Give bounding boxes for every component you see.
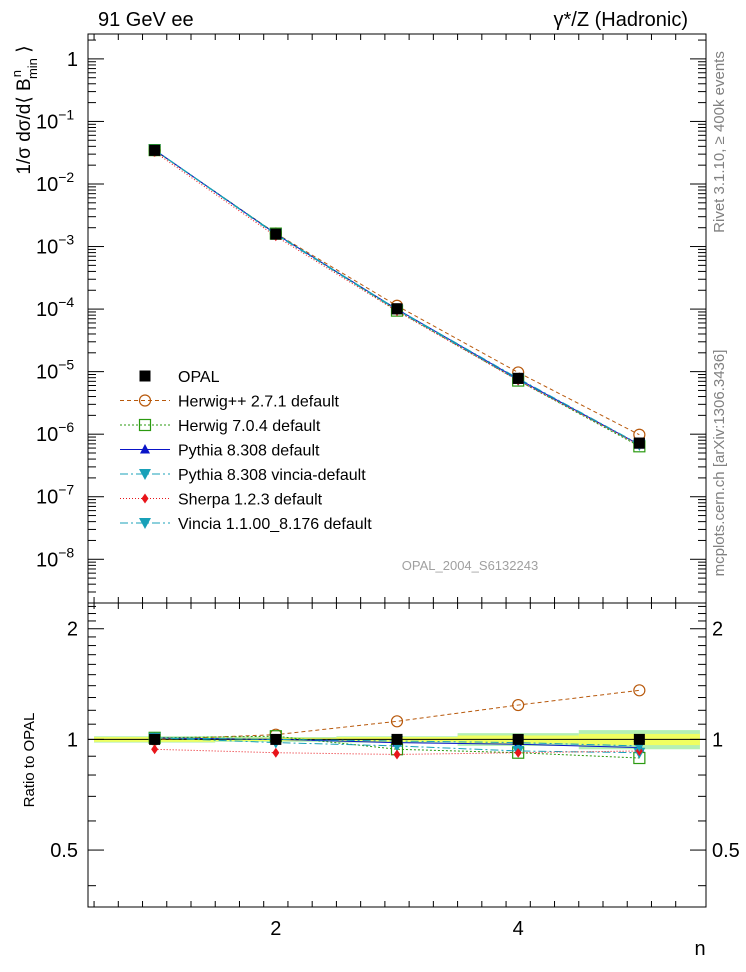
data-point [514, 747, 522, 758]
legend-label: Pythia 8.308 default [178, 443, 320, 460]
header-left: 91 GeV ee [98, 9, 194, 31]
legend-marker [138, 394, 152, 407]
legend: OPAL Herwig++ 2.7.1 default Herwig 7.0.4 d… [120, 369, 372, 533]
y-tick-label: 1 [67, 49, 78, 71]
legend-marker [140, 444, 150, 454]
y-tick-label: 2 [67, 619, 78, 641]
data-point [151, 744, 159, 755]
legend-label: Pythia 8.308 vincia-default [178, 467, 366, 484]
y-tick-label: 10−2 [36, 169, 74, 196]
x-tick-label: 4 [513, 918, 524, 940]
mcplots-label: mcplots.cern.ch [arXiv:1306.3436] [711, 350, 728, 577]
data-point [390, 715, 404, 728]
y-tick-label: 10−3 [36, 232, 74, 259]
series-line [154, 149, 640, 436]
legend-marker [138, 418, 152, 432]
legend-marker [139, 518, 151, 529]
x-axis-label: n [694, 938, 705, 960]
ratio-frame [87, 602, 707, 908]
legend-label: OPAL [178, 369, 220, 386]
y-tick-label: 0.5 [712, 840, 740, 862]
y-tick-label: 10−6 [36, 419, 74, 446]
series-line [154, 149, 640, 447]
y-tick-label: 2 [712, 619, 723, 641]
y-tick-label: 1 [67, 729, 78, 751]
y-tick-label: 10−4 [36, 294, 74, 321]
data-point [270, 228, 282, 240]
data-point [149, 733, 161, 745]
x-tick-label: 2 [270, 918, 281, 940]
data-point [391, 733, 403, 745]
data-point [391, 303, 403, 315]
data-point [512, 698, 525, 712]
y-tick-label: 0.5 [50, 840, 78, 862]
series-line [154, 689, 640, 740]
legend-marker [141, 493, 149, 504]
series-line [154, 735, 640, 759]
data-point [512, 733, 524, 745]
data-point [270, 733, 282, 745]
y-tick-label: 10−8 [36, 544, 74, 571]
header-right: γ*/Z (Hadronic) [554, 9, 688, 31]
y-tick-label: 10−5 [36, 357, 74, 384]
data-point [512, 372, 524, 384]
data-point [633, 684, 646, 697]
ratio-panel: 2 4 0.5 0.5 1 1 2 2 [50, 602, 740, 940]
legend-label: Sherpa 1.2.3 default [178, 492, 323, 509]
data-point [272, 747, 280, 758]
main-panel: 1 10−1 10−2 10−3 10−4 10−5 10−6 10−7 10−8 [36, 33, 707, 907]
legend-marker [139, 370, 151, 382]
rivet-label: Rivet 3.1.10, ≥ 400k events [711, 51, 728, 233]
y-tick-label: 10−1 [36, 106, 74, 133]
svg-text:1/σ dσ/d⟨ Bnmin ⟩: 1/σ dσ/d⟨ Bnmin ⟩ [9, 45, 40, 174]
data-point [393, 749, 401, 760]
data-point [633, 437, 645, 449]
main-y-axis-label: 1/σ dσ/d⟨ Bnmin ⟩ [9, 45, 40, 174]
data-point [149, 144, 161, 156]
legend-label: Herwig++ 2.7.1 default [178, 394, 340, 411]
legend-marker [139, 469, 151, 480]
y-tick-label: 10−7 [36, 482, 74, 509]
legend-label: Vincia 1.1.00_8.176 default [178, 516, 372, 533]
legend-label: Herwig 7.0.4 default [178, 418, 321, 435]
ratio-y-axis-label: Ratio to OPAL [21, 713, 38, 808]
analysis-watermark: OPAL_2004_S6132243 [402, 558, 538, 573]
data-point [633, 733, 645, 745]
y-tick-label: 1 [712, 729, 723, 751]
